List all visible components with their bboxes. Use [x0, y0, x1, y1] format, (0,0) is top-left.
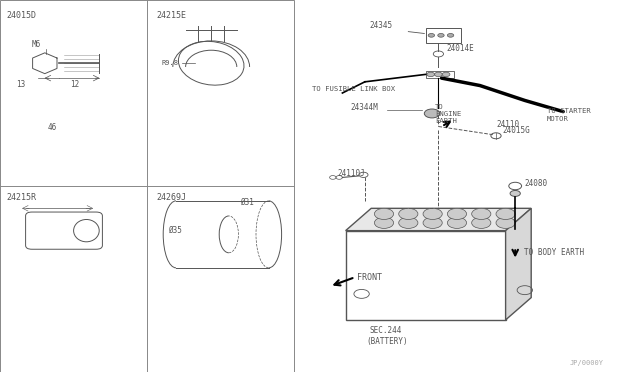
Circle shape: [424, 109, 440, 118]
Text: TO
ENGINE
EARTH: TO ENGINE EARTH: [435, 104, 461, 124]
Circle shape: [374, 208, 394, 219]
Circle shape: [447, 33, 454, 37]
Text: 24269J: 24269J: [157, 193, 187, 202]
Text: 24015D: 24015D: [6, 11, 36, 20]
Text: 24345: 24345: [370, 21, 393, 30]
Bar: [426, 71, 454, 78]
Text: 24015G: 24015G: [502, 126, 530, 135]
Text: SEC.244: SEC.244: [370, 326, 403, 335]
Text: 24110: 24110: [496, 120, 519, 129]
Text: Ø31: Ø31: [240, 198, 254, 206]
Text: (BATTERY): (BATTERY): [366, 337, 408, 346]
Polygon shape: [506, 208, 531, 320]
Text: 46: 46: [48, 123, 57, 132]
Circle shape: [472, 217, 491, 228]
Text: TO BODY EARTH: TO BODY EARTH: [524, 248, 584, 257]
Text: MOTOR: MOTOR: [547, 116, 569, 122]
Bar: [346, 231, 506, 320]
Text: 24344M: 24344M: [350, 103, 378, 112]
Text: R9.8: R9.8: [161, 60, 179, 66]
Text: TO STARTER: TO STARTER: [547, 109, 591, 115]
Circle shape: [435, 72, 442, 77]
Text: 13: 13: [16, 80, 25, 89]
Circle shape: [438, 33, 444, 37]
Text: 24110J: 24110J: [337, 169, 365, 177]
Text: JP/0000Y: JP/0000Y: [570, 360, 604, 366]
Text: 24215R: 24215R: [6, 193, 36, 202]
Circle shape: [472, 208, 491, 219]
Text: 12: 12: [70, 80, 79, 89]
Circle shape: [374, 217, 394, 228]
Circle shape: [399, 217, 418, 228]
Circle shape: [496, 208, 515, 219]
Bar: [0, 0, 294, 372]
Text: 24215E: 24215E: [157, 11, 187, 20]
Circle shape: [496, 217, 515, 228]
Circle shape: [423, 208, 442, 219]
Circle shape: [442, 72, 450, 77]
Text: TO FUSIBLE LINK BOX: TO FUSIBLE LINK BOX: [312, 86, 396, 92]
Circle shape: [447, 217, 467, 228]
Text: M6: M6: [32, 39, 41, 48]
Text: FRONT: FRONT: [357, 273, 382, 282]
Circle shape: [427, 72, 435, 77]
Circle shape: [423, 217, 442, 228]
Circle shape: [447, 208, 467, 219]
Circle shape: [428, 33, 435, 37]
Text: 24014E: 24014E: [447, 44, 474, 53]
Text: 24080: 24080: [525, 179, 548, 188]
Polygon shape: [346, 208, 531, 231]
Circle shape: [399, 208, 418, 219]
Bar: [426, 28, 461, 43]
Text: Ø35: Ø35: [168, 225, 182, 234]
Circle shape: [510, 190, 520, 196]
